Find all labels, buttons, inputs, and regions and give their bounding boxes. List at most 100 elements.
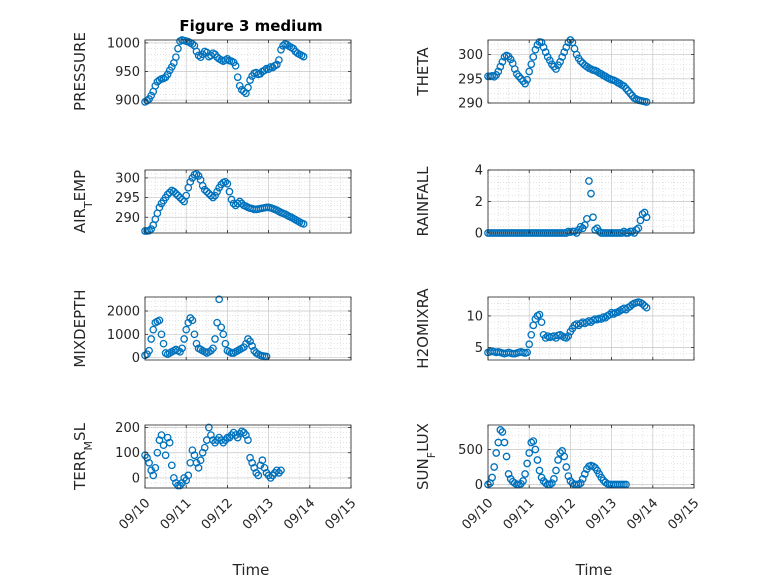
data-point [219, 330, 228, 339]
data-point [192, 170, 201, 178]
y-tick-label: 295 [458, 72, 483, 87]
data-point [149, 471, 158, 480]
data-point [570, 227, 579, 236]
data-point [525, 67, 534, 76]
subplot-0: 900 950 1000 PRESSURE [71, 32, 352, 111]
data-point [190, 330, 199, 339]
data-point [209, 193, 217, 202]
data-point [235, 197, 244, 206]
data-point [564, 472, 573, 480]
data-point [529, 53, 538, 61]
y-tick-label: 2000 [107, 305, 140, 320]
data-series [141, 36, 308, 106]
data-point [163, 190, 172, 199]
data-point [194, 463, 203, 472]
data-point [163, 70, 172, 79]
data-point [490, 463, 499, 471]
y-tick-label: 2 [475, 195, 483, 210]
data-point [178, 344, 186, 353]
x-tick-label: 09/12 [199, 496, 236, 533]
y-axis-label: PRESSURE [71, 32, 89, 111]
data-point [580, 470, 589, 478]
data-point [149, 325, 158, 334]
data-point [498, 428, 507, 436]
data-point [537, 318, 546, 327]
data-point [235, 81, 244, 90]
y-tick-label: 500 [458, 443, 483, 458]
x-tick-label: 09/10 [116, 496, 153, 533]
data-point [248, 342, 256, 350]
y-axis-label-part: SL [71, 422, 89, 441]
data-point [240, 87, 248, 96]
y-tick-label: 200 [115, 421, 140, 436]
data-point [562, 43, 571, 52]
data-point [167, 63, 176, 71]
data-point [585, 177, 593, 185]
data-point [277, 466, 285, 475]
subplot-6: 0 100 200 09/10 09/11 09/12 09/13 09/14 09/15 TER… [71, 421, 359, 533]
y-axis-label: RAINFALL [414, 166, 432, 237]
data-point [523, 459, 531, 468]
data-point [159, 441, 168, 450]
data-point [264, 65, 273, 74]
data-point [537, 38, 546, 47]
data-point [192, 47, 201, 56]
data-point [521, 470, 529, 478]
data-point [174, 191, 182, 200]
data-point [498, 57, 507, 66]
data-point [244, 335, 252, 343]
data-point [178, 195, 186, 204]
data-point [589, 213, 597, 222]
x-tick-label: 09/14 [624, 496, 661, 533]
x-tick-label: 09/15 [322, 496, 359, 533]
data-point [254, 471, 263, 480]
data-point [155, 316, 164, 325]
x-axis-label-left: Time [232, 561, 270, 579]
data-point [272, 60, 281, 69]
y-axis-label-part: SUN [414, 458, 432, 490]
data-point [172, 189, 180, 198]
data-point [223, 55, 232, 63]
data-point [145, 226, 153, 235]
data-point [207, 191, 215, 200]
y-tick-label: 290 [458, 97, 483, 112]
data-point [519, 477, 527, 485]
data-point [155, 203, 164, 212]
data-point [533, 456, 542, 464]
y-tick-label: 100 [115, 446, 140, 461]
data-point [209, 344, 217, 353]
data-point [233, 73, 242, 82]
data-point [223, 179, 232, 188]
data-point [634, 224, 643, 233]
y-tick-label: 950 [115, 65, 140, 80]
data-point [558, 53, 567, 61]
y-axis-label-part: TERR [71, 450, 89, 491]
data-point [194, 172, 203, 180]
subplot-3: 0 2 4 RAINFALL [414, 164, 695, 242]
x-tick-label: 09/11 [501, 496, 538, 533]
data-point [194, 51, 203, 60]
data-point [494, 67, 503, 76]
axes-box [144, 424, 352, 489]
data-point [638, 300, 647, 308]
data-point [200, 443, 209, 452]
data-point [184, 471, 193, 480]
data-point [159, 339, 168, 348]
data-point [147, 225, 156, 233]
data-series [484, 426, 630, 489]
data-point [628, 227, 637, 236]
y-tick-label: 300 [115, 171, 140, 186]
data-point [145, 458, 153, 467]
y-tick-label: 1000 [107, 36, 140, 51]
data-point [576, 222, 585, 231]
data-point [221, 177, 230, 186]
x-tick-label: 09/13 [240, 496, 277, 533]
data-point [190, 451, 199, 460]
data-point [564, 332, 573, 340]
data-point [554, 456, 562, 464]
data-point [161, 451, 170, 460]
data-point [186, 314, 195, 322]
data-point [244, 83, 252, 92]
data-point [550, 475, 558, 483]
